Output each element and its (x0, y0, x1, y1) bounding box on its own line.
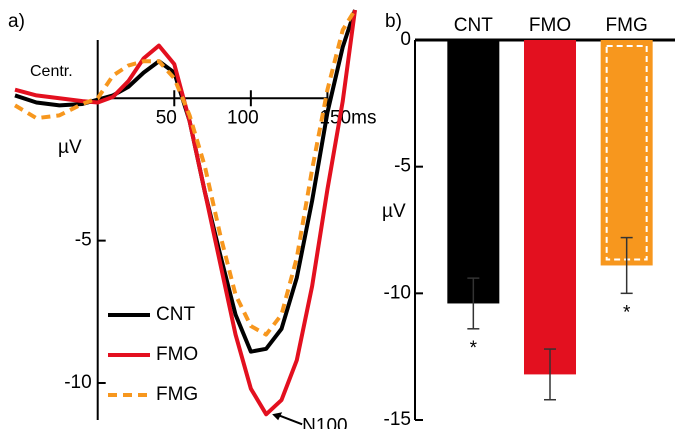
category-label: CNT (454, 15, 493, 36)
y-tick-label: -5 (75, 230, 92, 251)
error-bar (544, 348, 556, 401)
arrow-head (272, 412, 283, 421)
x-tick-label: 50 (156, 107, 177, 128)
panel-label: a) (8, 11, 25, 32)
bar (524, 40, 576, 375)
line-series (13, 8, 357, 337)
y-tick-label: 0 (400, 29, 411, 50)
category-label: FMO (529, 15, 571, 36)
legend-label: FMG (156, 384, 198, 405)
error-bar (620, 236, 633, 295)
y-tick-label: -15 (384, 409, 411, 429)
annotation: N100 (302, 415, 347, 429)
channel-label: Centr. (30, 63, 73, 80)
x-tick-label: 150ms (319, 107, 376, 128)
line-series (14, 9, 357, 354)
significance-mark: * (623, 302, 631, 323)
annotation-arrow (275, 413, 303, 426)
y-tick-label: -10 (384, 282, 411, 303)
y-tick-label: -5 (394, 156, 411, 177)
legend-label: FMO (156, 344, 198, 365)
panel-label: b) (385, 11, 402, 32)
y-axis-label: µV (382, 201, 406, 222)
legend-label: CNT (156, 304, 195, 325)
x-tick-label: 100 (227, 107, 259, 128)
significance-mark: * (470, 338, 478, 359)
category-label: FMG (606, 15, 648, 36)
y-axis-label: µV (58, 137, 82, 158)
bar (600, 40, 653, 266)
bar (447, 40, 500, 304)
y-tick-label: -10 (64, 372, 91, 393)
error-bar (467, 277, 480, 330)
plot-area (13, 8, 357, 417)
